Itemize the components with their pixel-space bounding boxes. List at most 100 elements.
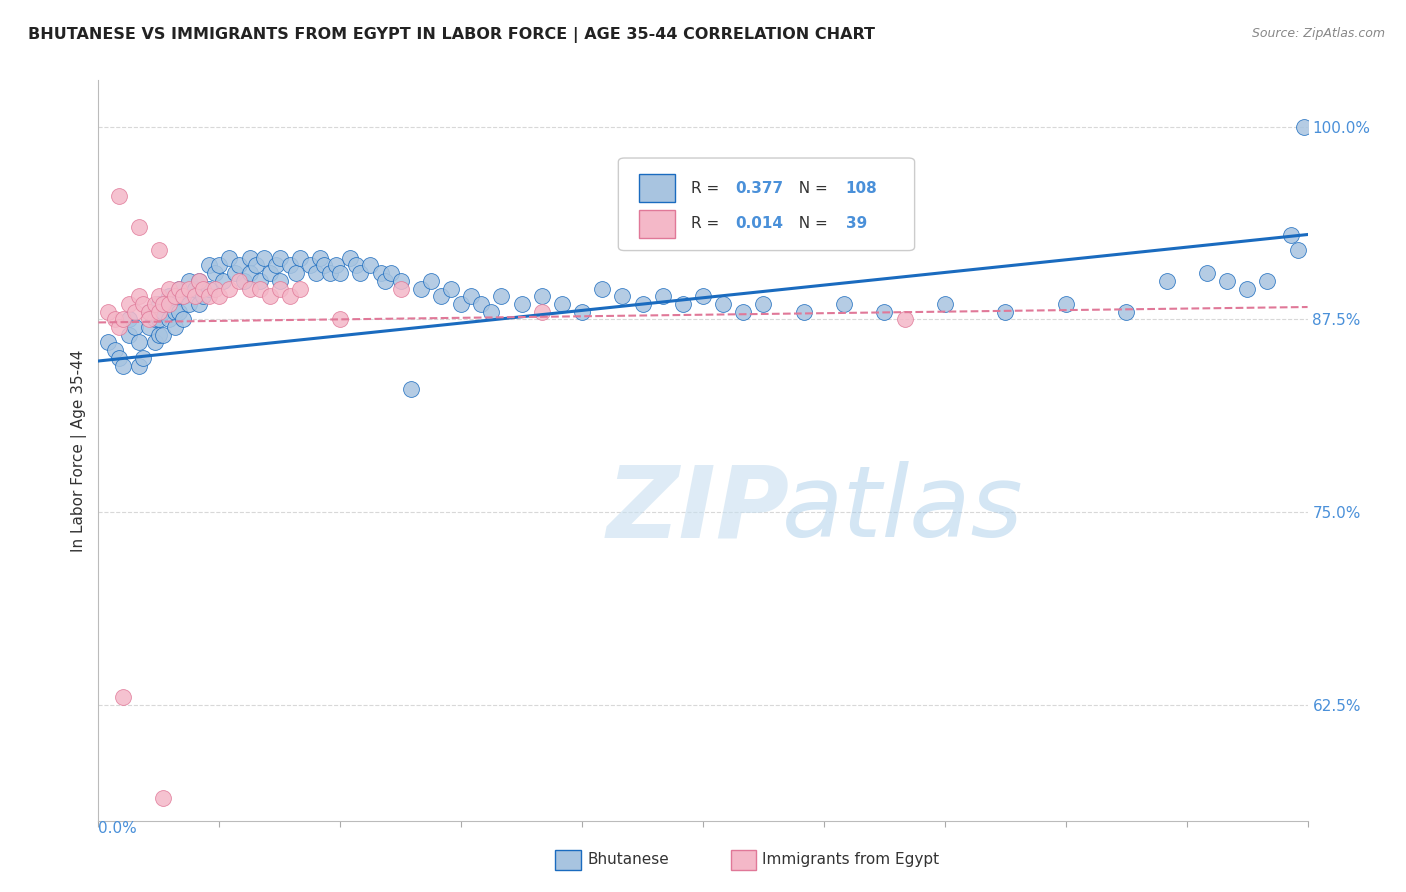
Point (143, 312, 166, 326)
Point (157, 297, 180, 311)
Point (97, 335, 120, 350)
Point (167, 281, 190, 295)
Point (571, 304, 593, 318)
Text: Immigrants from Egypt: Immigrants from Egypt (762, 853, 939, 867)
Point (733, 304, 755, 318)
Point (288, 251, 311, 265)
Point (172, 312, 194, 326)
Point (138, 304, 160, 318)
Point (1216, 274, 1239, 288)
Point (148, 243, 170, 257)
Point (239, 266, 262, 280)
Point (314, 259, 336, 273)
Point (152, 304, 174, 318)
Point (163, 289, 186, 303)
Point (530, 304, 553, 318)
Point (551, 297, 574, 311)
Point (264, 259, 287, 273)
Text: 0.377: 0.377 (735, 181, 783, 196)
Point (138, 304, 160, 318)
Text: 39: 39 (845, 217, 868, 231)
Point (179, 274, 201, 288)
Point (218, 281, 240, 295)
Point (491, 289, 513, 303)
Text: Source: ZipAtlas.com: Source: ZipAtlas.com (1251, 27, 1385, 40)
Point (288, 281, 311, 295)
Point (193, 281, 215, 295)
Point (198, 289, 221, 303)
Point (249, 274, 271, 288)
Point (188, 297, 211, 311)
Point (591, 281, 613, 295)
Text: atlas: atlas (782, 461, 1024, 558)
Point (305, 266, 328, 280)
Point (128, 219, 150, 234)
Point (138, 312, 160, 326)
Point (172, 289, 194, 303)
Point (148, 327, 170, 342)
Point (329, 312, 352, 326)
FancyBboxPatch shape (619, 158, 915, 251)
Point (420, 274, 443, 288)
Point (269, 251, 291, 265)
Point (278, 289, 301, 303)
Point (218, 251, 240, 265)
Point (339, 251, 361, 265)
Point (450, 297, 472, 311)
Point (124, 320, 146, 334)
Point (208, 259, 231, 273)
Point (97, 304, 120, 318)
Point (167, 281, 190, 295)
FancyBboxPatch shape (638, 210, 675, 238)
Point (184, 289, 207, 303)
Point (232, 274, 254, 288)
Point (148, 297, 170, 311)
Point (1286, 243, 1309, 257)
Point (470, 297, 492, 311)
Point (612, 289, 634, 303)
Point (204, 266, 226, 280)
Point (118, 312, 141, 326)
Point (143, 335, 166, 350)
Point (188, 274, 211, 288)
Point (832, 297, 855, 311)
Text: 0.0%: 0.0% (98, 821, 138, 836)
Point (934, 297, 956, 311)
Point (380, 266, 402, 280)
Point (1256, 274, 1278, 288)
Point (253, 251, 276, 265)
Point (873, 304, 896, 318)
Point (692, 289, 714, 303)
Point (1195, 266, 1218, 280)
Point (249, 281, 271, 295)
Point (284, 266, 307, 280)
Point (138, 320, 160, 334)
Point (245, 259, 267, 273)
Text: BHUTANESE VS IMMIGRANTS FROM EGYPT IN LABOR FORCE | AGE 35-44 CORRELATION CHART: BHUTANESE VS IMMIGRANTS FROM EGYPT IN LA… (28, 27, 875, 43)
Point (631, 297, 654, 311)
Point (111, 690, 134, 705)
Text: 108: 108 (845, 181, 877, 196)
Point (409, 281, 432, 295)
Point (370, 266, 392, 280)
Point (224, 266, 246, 280)
Point (430, 289, 453, 303)
Point (389, 281, 412, 295)
Point (239, 251, 262, 265)
Point (329, 266, 352, 280)
Point (148, 304, 170, 318)
Point (152, 790, 174, 805)
Text: ZIP: ZIP (606, 461, 789, 558)
Point (1115, 304, 1137, 318)
Point (994, 304, 1017, 318)
Point (167, 304, 190, 318)
Point (344, 259, 367, 273)
Point (259, 266, 281, 280)
Point (1156, 274, 1178, 288)
Point (325, 259, 347, 273)
Text: Bhutanese: Bhutanese (588, 853, 669, 867)
Point (103, 343, 125, 358)
Text: R =: R = (690, 217, 724, 231)
Point (118, 297, 141, 311)
Point (184, 281, 207, 295)
